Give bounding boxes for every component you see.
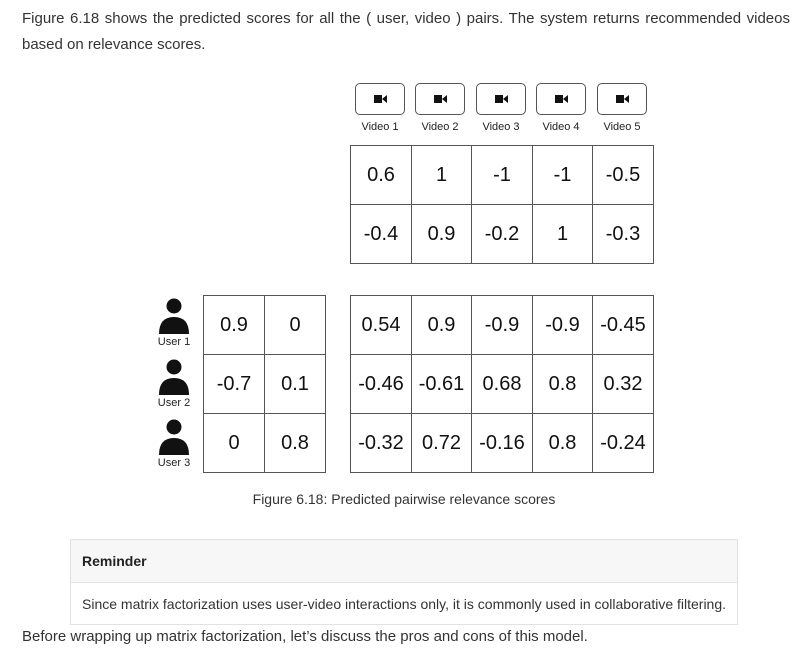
matrix-cell: -0.45 (592, 295, 654, 355)
video-2-label: Video 2 (421, 121, 459, 133)
video-1-box (355, 83, 405, 115)
matrix-row: -0.32 0.72 -0.16 0.8 -0.24 (350, 413, 654, 473)
matrix-cell: 0.9 (411, 295, 472, 355)
user-icon (158, 298, 190, 339)
matrix-cell: 0.72 (411, 413, 472, 473)
matrix-cell: -1 (532, 145, 593, 205)
matrix-row: 0.6 1 -1 -1 -0.5 (350, 145, 654, 205)
video-4-label: Video 4 (542, 121, 580, 133)
matrix-cell: -0.4 (350, 204, 412, 264)
matrix-cell: 0.8 (264, 413, 326, 473)
matrix-cell: 0.9 (411, 204, 472, 264)
matrix-cell: -0.9 (532, 295, 593, 355)
matrix-cell: 0.8 (532, 413, 593, 473)
reminder-body: Since matrix factorization uses user-vid… (82, 596, 727, 612)
user-embedding-matrix: 0.9 0 -0.7 0.1 0 0.8 (203, 295, 326, 473)
matrix-cell: 0 (203, 413, 265, 473)
matrix-row: 0.9 0 (203, 295, 326, 355)
video-camera-icon (555, 95, 568, 103)
matrix-cell: 0.68 (471, 354, 533, 414)
video-2-box (415, 83, 465, 115)
user-2-label: User 2 (157, 397, 191, 409)
matrix-cell: -0.3 (592, 204, 654, 264)
matrix-cell: 0.8 (532, 354, 593, 414)
reminder-box: Reminder Since matrix factorization uses… (70, 539, 738, 625)
user-1-label: User 1 (157, 336, 191, 348)
matrix-cell: 1 (411, 145, 472, 205)
user-3-label: User 3 (157, 457, 191, 469)
matrix-cell: -0.5 (592, 145, 654, 205)
reminder-title: Reminder (71, 540, 737, 583)
outro-paragraph: Before wrapping up matrix factorization,… (22, 628, 588, 645)
matrix-cell: -0.9 (471, 295, 533, 355)
video-1-label: Video 1 (361, 121, 399, 133)
video-3-label: Video 3 (482, 121, 520, 133)
matrix-cell: 0.1 (264, 354, 326, 414)
matrix-cell: 0 (264, 295, 326, 355)
matrix-row: -0.46 -0.61 0.68 0.8 0.32 (350, 354, 654, 414)
matrix-cell: -0.32 (350, 413, 412, 473)
matrix-cell: 0.54 (350, 295, 412, 355)
video-3-box (476, 83, 526, 115)
matrix-row: -0.4 0.9 -0.2 1 -0.3 (350, 204, 654, 264)
figure-6-18: Video 1 Video 2 Video 3 Video 4 Video 5 0.6 1… (157, 83, 654, 507)
video-camera-icon (434, 95, 447, 103)
figure-caption: Figure 6.18: Predicted pairwise relevanc… (252, 491, 556, 507)
video-5-box (597, 83, 647, 115)
matrix-cell: 0.32 (592, 354, 654, 414)
matrix-cell: -0.7 (203, 354, 265, 414)
matrix-cell: -0.46 (350, 354, 412, 414)
video-camera-icon (616, 95, 629, 103)
matrix-cell: 0.6 (350, 145, 412, 205)
score-matrix: 0.54 0.9 -0.9 -0.9 -0.45 -0.46 -0.61 0.68 0.8 0.3… (350, 295, 654, 473)
matrix-row: 0.54 0.9 -0.9 -0.9 -0.45 (350, 295, 654, 355)
video-camera-icon (374, 95, 387, 103)
matrix-cell: -0.2 (471, 204, 533, 264)
video-camera-icon (495, 95, 508, 103)
video-4-box (536, 83, 586, 115)
matrix-cell: 0.9 (203, 295, 265, 355)
video-embedding-matrix: 0.6 1 -1 -1 -0.5 -0.4 0.9 -0.2 1 -0.3 (350, 145, 654, 264)
matrix-row: -0.7 0.1 (203, 354, 326, 414)
video-5-label: Video 5 (603, 121, 641, 133)
matrix-cell: -0.16 (471, 413, 533, 473)
matrix-cell: 1 (532, 204, 593, 264)
intro-paragraph: Figure 6.18 shows the predicted scores f… (22, 10, 790, 53)
matrix-cell: -1 (471, 145, 533, 205)
user-icon (158, 359, 190, 400)
matrix-cell: -0.61 (411, 354, 472, 414)
user-icon (158, 419, 190, 460)
matrix-cell: -0.24 (592, 413, 654, 473)
matrix-row: 0 0.8 (203, 413, 326, 473)
